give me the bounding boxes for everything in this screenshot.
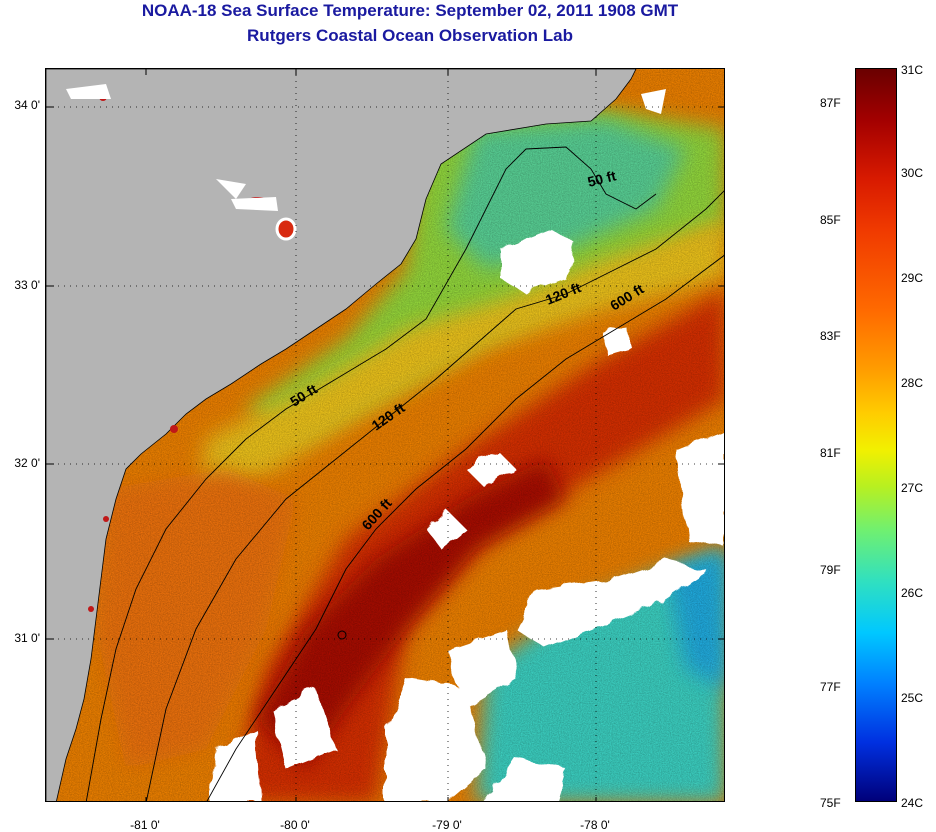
map-title: NOAA-18 Sea Surface Temperature: Septemb… xyxy=(141,1,679,20)
map-subtitle: Rutgers Coastal Ocean Observation Lab xyxy=(247,26,573,45)
colorbar-label-75f: 75F xyxy=(820,796,841,810)
land-inland-water xyxy=(66,84,666,211)
colorbar-label-77f: 77F xyxy=(820,680,841,694)
cloud-patch xyxy=(466,449,516,489)
cloud-patch xyxy=(516,559,706,649)
cloud-patch xyxy=(501,229,576,294)
lon-label-78: -78 0' xyxy=(580,818,610,832)
cloud-patch xyxy=(676,429,724,549)
colorbar-label-29c: 29C xyxy=(901,271,924,285)
lon-label-80: -80 0' xyxy=(280,818,310,832)
colorbar-label-31c: 31C xyxy=(901,63,924,77)
lat-label-31: 31 0' xyxy=(14,631,40,645)
land-mass xyxy=(46,69,637,801)
lon-label-81: -81 0' xyxy=(130,818,160,832)
axis-ticks xyxy=(46,69,724,801)
contour-120ft xyxy=(145,190,724,801)
lat-label-32: 32 0' xyxy=(14,456,40,470)
colorbar-label-83f: 83F xyxy=(820,329,841,343)
lat-label-33: 33 0' xyxy=(14,278,40,292)
colorbar-label-25c: 25C xyxy=(901,691,924,705)
colorbar-label-24c: 24C xyxy=(901,796,924,810)
colorbar-label-87f: 87F xyxy=(820,96,841,110)
buoy-marker xyxy=(337,630,347,640)
sst-map: 50 ft 50 ft 120 ft 120 ft 600 ft 600 ft xyxy=(45,68,725,802)
lat-label-34: 34 0' xyxy=(14,98,40,112)
inland-lake xyxy=(275,217,297,241)
colorbar-label-81f: 81F xyxy=(820,446,841,460)
temperature-colorbar xyxy=(855,68,897,802)
colorbar-label-26c: 26C xyxy=(901,586,924,600)
colorbar-label-79f: 79F xyxy=(820,563,841,577)
colorbar-label-30c: 30C xyxy=(901,166,924,180)
cloud-patch xyxy=(211,729,261,801)
cloud-patch xyxy=(386,679,486,801)
colorbar-label-27c: 27C xyxy=(901,481,924,495)
colorbar-label-85f: 85F xyxy=(820,213,841,227)
cloud-patch xyxy=(426,509,466,549)
contour-label-50ft-north: 50 ft xyxy=(586,167,618,190)
cloud-patches xyxy=(211,229,724,801)
cloud-patch xyxy=(271,689,336,769)
graticule xyxy=(46,69,724,801)
lon-label-79: -79 0' xyxy=(432,818,462,832)
contour-50ft xyxy=(85,146,657,801)
colorbar-label-28c: 28C xyxy=(901,376,924,390)
contour-600ft xyxy=(206,254,724,801)
cloud-patch xyxy=(487,759,566,801)
